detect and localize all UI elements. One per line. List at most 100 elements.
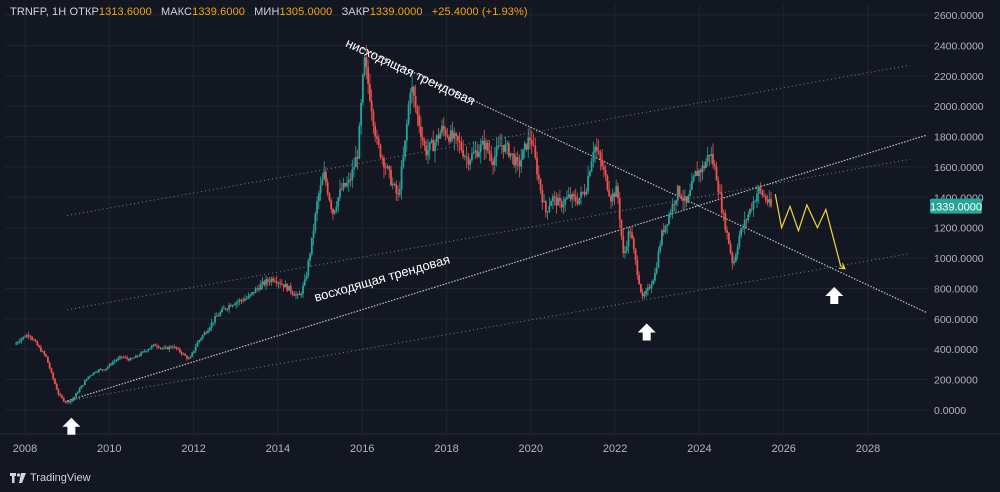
candle-body — [317, 193, 320, 202]
low-value: 1305.0000 — [279, 6, 333, 18]
candle-body — [581, 191, 584, 193]
candle-body — [219, 312, 222, 316]
candle-body — [474, 150, 477, 152]
candle-body — [191, 352, 194, 357]
candle-body — [247, 295, 250, 299]
candle-body — [340, 189, 343, 190]
symbol-label[interactable]: TRNFP, 1H — [10, 6, 67, 18]
candle-body — [349, 179, 352, 181]
y-tick-label: 2200.0000 — [934, 71, 984, 83]
candle-body — [610, 196, 612, 202]
candle-body — [698, 170, 700, 177]
candle-body — [326, 182, 329, 194]
candle-body — [189, 356, 192, 359]
candle-body — [515, 156, 517, 166]
candle-body — [527, 137, 530, 150]
y-tick-label: 1800.0000 — [934, 132, 984, 144]
candle-body — [430, 140, 433, 143]
candle-body — [284, 284, 287, 288]
candle-body — [41, 351, 44, 353]
y-tick-label: 2400.0000 — [934, 40, 984, 52]
candle-body — [701, 165, 704, 173]
candle-body — [300, 293, 303, 296]
candle-body — [449, 130, 452, 142]
candle-body — [75, 393, 77, 397]
candle-body — [500, 145, 503, 147]
candle-body — [38, 345, 40, 348]
time-axis[interactable]: 2008 2010 2012 2014 2016 2018 2020 2022 2024 2026… — [13, 443, 880, 455]
candle-body — [597, 150, 600, 153]
candle-body — [333, 210, 336, 214]
x-tick-label: 2024 — [687, 443, 711, 455]
candle-body — [706, 154, 709, 162]
tradingview-logo[interactable]: TradingView — [10, 472, 91, 484]
candle-body — [518, 161, 521, 167]
candle-body — [353, 167, 355, 170]
candle-body — [543, 201, 545, 203]
candle-body — [395, 184, 398, 193]
candle-body — [608, 189, 611, 197]
candle-body — [478, 152, 480, 157]
candle-body — [201, 335, 204, 339]
candle-body — [131, 358, 134, 360]
candle-body — [553, 196, 556, 198]
upper-channel — [67, 64, 911, 217]
x-tick-label: 2022 — [603, 443, 627, 455]
candle-body — [173, 346, 176, 348]
candle-body — [105, 368, 107, 371]
y-tick-label: 1600.0000 — [934, 162, 984, 174]
candle-body — [134, 355, 137, 358]
candle-body — [101, 369, 104, 371]
open-label: ОТКР — [69, 6, 99, 18]
candle-body — [205, 332, 208, 334]
candle-body — [291, 291, 294, 294]
x-tick-label: 2008 — [13, 443, 37, 455]
candle-body — [551, 196, 554, 202]
low-label: МИН — [254, 6, 280, 18]
candle-body — [724, 212, 727, 231]
y-tick-label: 800.0000 — [934, 283, 978, 295]
candle-body — [314, 213, 317, 231]
candle-body — [404, 140, 406, 157]
candle-body — [185, 355, 188, 359]
change-value: +25.4000 (+1.93%) — [431, 6, 528, 18]
candle-body — [157, 346, 160, 348]
candle-body — [583, 192, 586, 195]
candle-body — [358, 125, 361, 159]
candle-body — [381, 157, 384, 159]
candle-body — [323, 171, 326, 180]
candle-body — [641, 292, 644, 297]
candle-body — [328, 193, 331, 201]
candle-body — [655, 267, 658, 274]
candle-body — [233, 304, 236, 306]
candle-body — [458, 140, 461, 143]
y-tick-label: 600.0000 — [934, 314, 978, 326]
candle-body — [747, 214, 750, 220]
candle-body — [18, 341, 21, 343]
x-tick-label: 2020 — [519, 443, 543, 455]
candle-body — [180, 351, 183, 354]
candle-body — [534, 145, 537, 158]
candle-body — [50, 368, 53, 373]
candle-body — [48, 362, 51, 369]
candle-body — [210, 322, 213, 328]
candle-body — [245, 298, 248, 300]
candle-body — [428, 142, 431, 150]
up-arrow-icon — [637, 323, 656, 341]
candle-body — [194, 346, 197, 351]
candle-body — [177, 348, 179, 350]
candle-body — [736, 247, 739, 255]
candle-body — [532, 144, 535, 146]
candle-body — [636, 260, 639, 276]
candle-body — [638, 275, 640, 285]
candle-body — [492, 161, 494, 166]
candle-body — [525, 143, 528, 150]
candle-body — [71, 399, 74, 402]
candle-body — [61, 395, 63, 398]
candle-body — [386, 166, 389, 168]
candle-body — [268, 281, 271, 283]
candle-body — [502, 145, 505, 152]
candle-body — [507, 143, 510, 157]
